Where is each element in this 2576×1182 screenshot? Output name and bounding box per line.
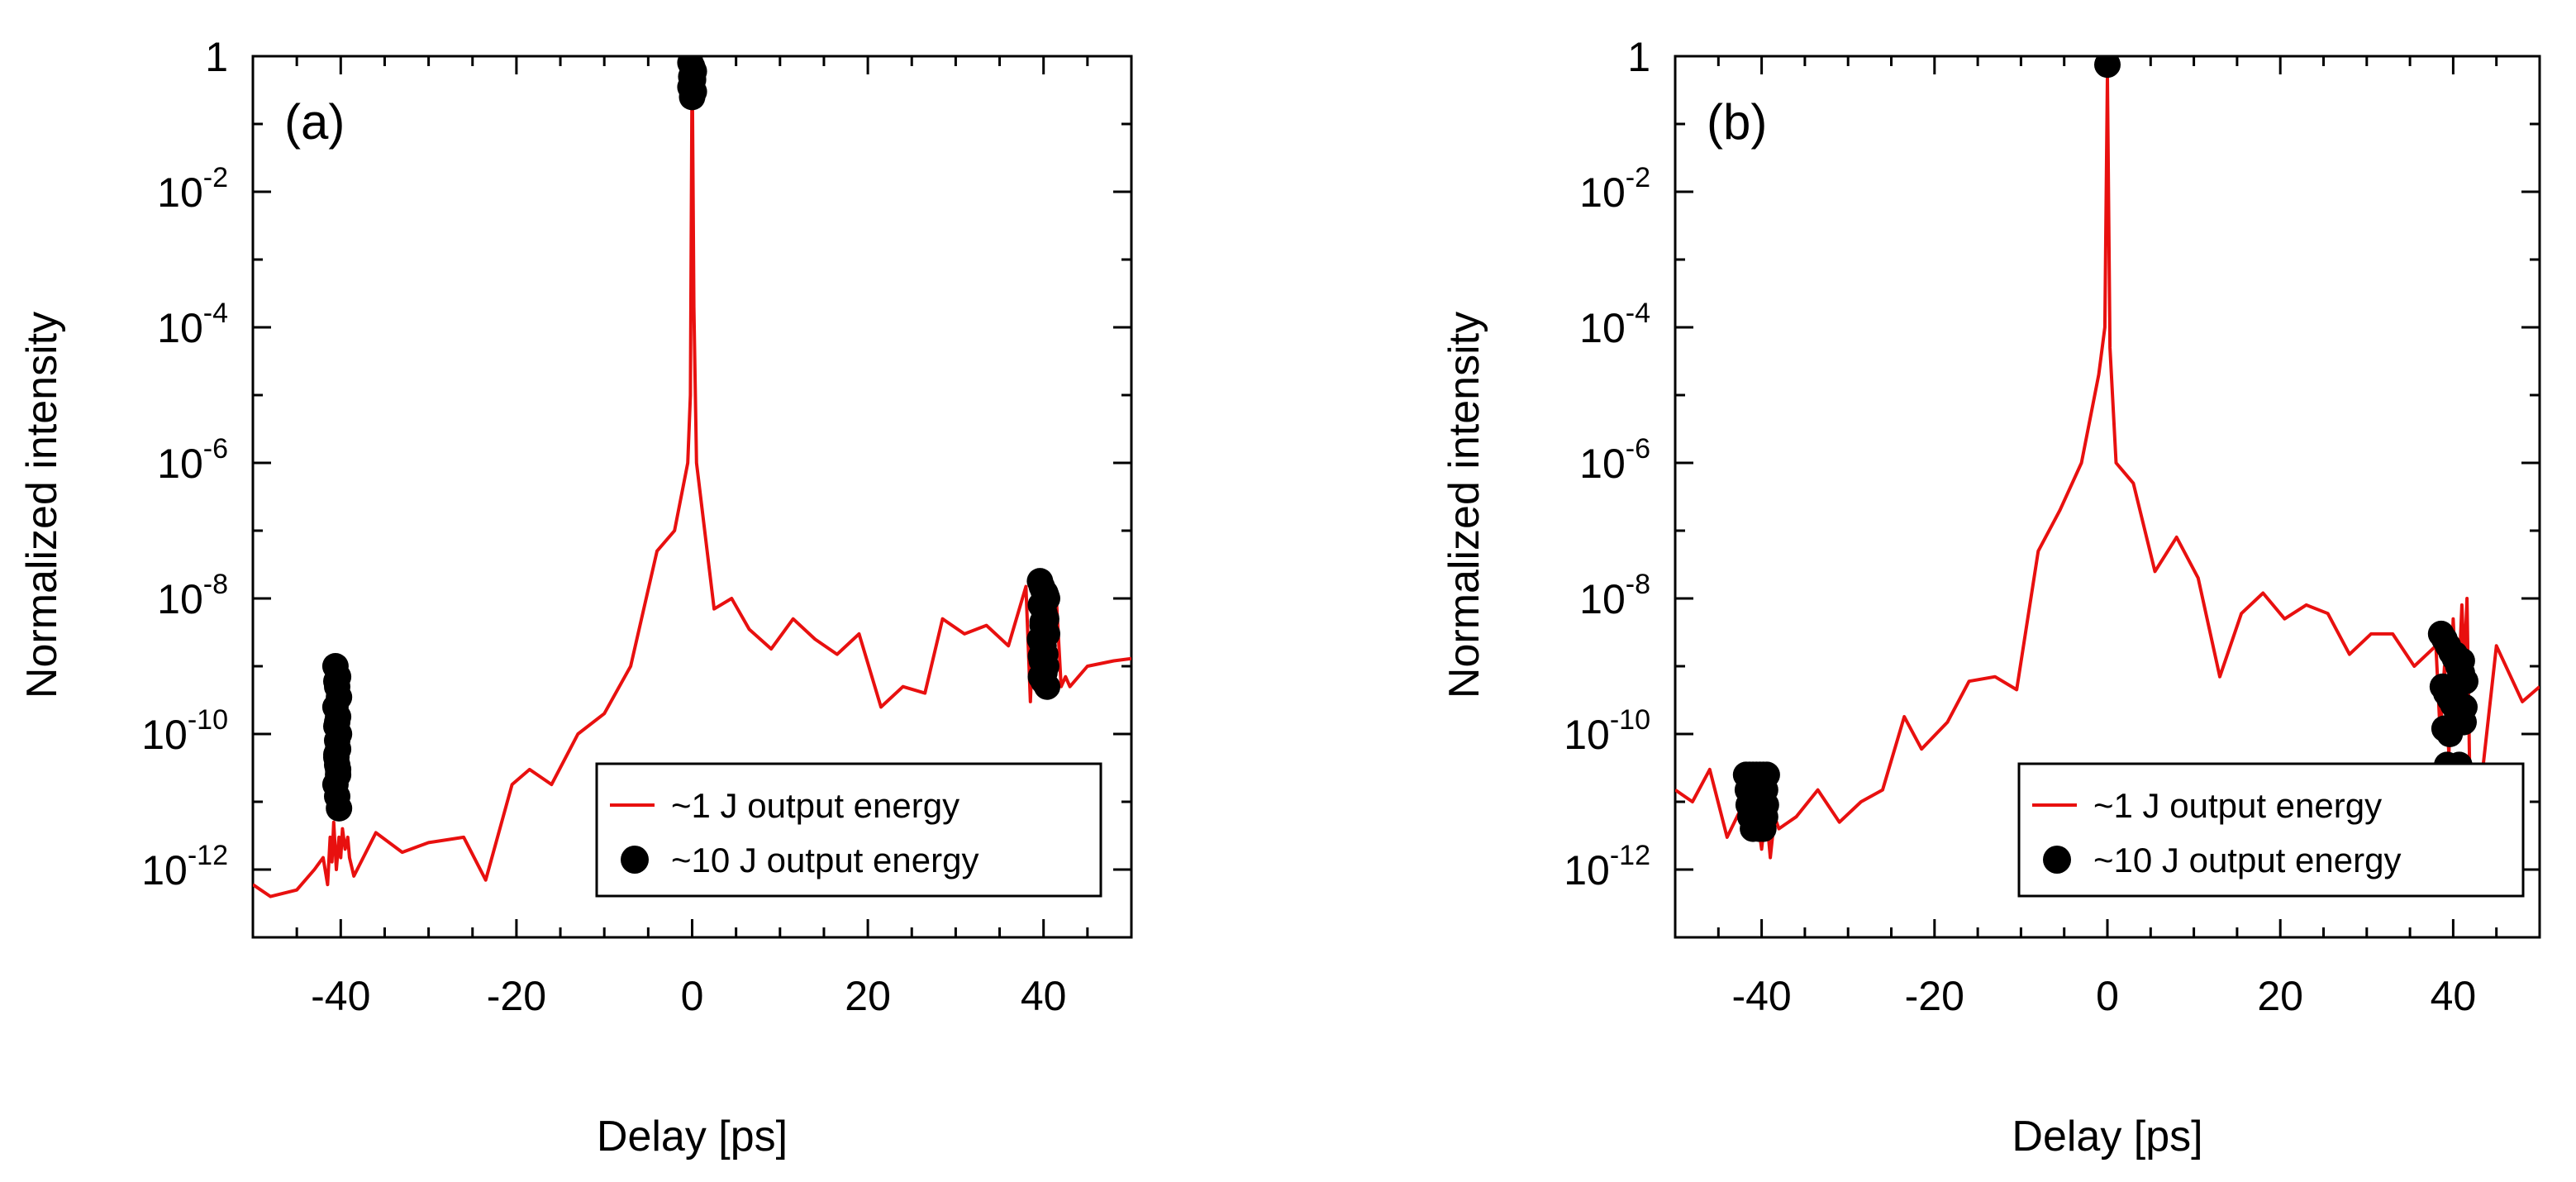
y-axis-title: Normalized intensity xyxy=(1440,312,1488,698)
y-tick-label: 1 xyxy=(205,34,228,80)
x-tick-label: 40 xyxy=(1021,973,1067,1019)
x-tick-label: 0 xyxy=(2096,973,2119,1019)
data-point xyxy=(2448,647,2475,674)
data-point xyxy=(326,794,353,822)
y-tick-label: 10-2 xyxy=(157,162,228,216)
y-tick-label: 10-8 xyxy=(1579,569,1650,622)
x-tick-label: -20 xyxy=(1905,973,1964,1019)
data-point xyxy=(1027,643,1055,670)
legend: ~1 J output energy ~10 J output energy xyxy=(595,762,1102,898)
legend-swatch-marker xyxy=(2043,846,2071,874)
y-axis-title: Normalized intensity xyxy=(18,312,66,698)
y-tick-label: 10-10 xyxy=(1564,704,1650,758)
x-axis-title: Delay [ps] xyxy=(597,1113,788,1161)
data-point xyxy=(323,668,350,695)
x-tick-label: 0 xyxy=(681,973,704,1019)
x-tick-label: 40 xyxy=(2431,973,2477,1019)
series-line-0 xyxy=(1675,74,2540,860)
x-tick-label: 20 xyxy=(845,973,891,1019)
data-point xyxy=(325,755,352,783)
y-tick-label: 10-8 xyxy=(157,569,228,622)
data-point xyxy=(324,708,350,736)
legend-label: ~10 J output energy xyxy=(2093,841,2401,879)
legend-label: ~10 J output energy xyxy=(671,841,978,879)
plot-area xyxy=(253,56,1131,898)
data-point xyxy=(679,83,706,111)
y-tick-label: 10-12 xyxy=(141,840,228,894)
chart-panel-a: -40 -20 0 20 40 1 10-2 10-4 10-6 10-8 10-10 10-12 De… xyxy=(18,34,1133,1161)
x-tick-label: -20 xyxy=(487,973,546,1019)
y-tick-label: 10-2 xyxy=(1579,162,1650,216)
legend-swatch-marker xyxy=(621,846,649,874)
chart-panel-b: -40 -20 0 20 40 1 10-2 10-4 10-6 10-8 10-10 10-12 De… xyxy=(1440,34,2541,1161)
x-tick-label: -40 xyxy=(1731,973,1791,1019)
y-tick-label: 1 xyxy=(1627,34,1650,80)
data-point xyxy=(2451,693,2478,721)
panel-label: (b) xyxy=(1707,94,1767,150)
x-axis-title: Delay [ps] xyxy=(2012,1113,2202,1161)
y-tick-label: 10-4 xyxy=(157,298,228,351)
data-point xyxy=(2094,56,2121,79)
y-tick-label: 10-10 xyxy=(141,704,228,758)
y-tick-label: 10-6 xyxy=(157,433,228,487)
legend-label: ~1 J output energy xyxy=(671,786,959,825)
data-point xyxy=(1030,595,1057,622)
plot-area xyxy=(1675,56,2540,860)
x-tick-label: 20 xyxy=(2257,973,2303,1019)
data-point xyxy=(2442,673,2469,700)
legend-label: ~1 J output energy xyxy=(2093,786,2382,825)
y-tick-label: 10-12 xyxy=(1564,840,1650,894)
y-tick-label: 10-4 xyxy=(1579,298,1650,351)
data-point xyxy=(1750,815,1777,842)
legend-box xyxy=(595,762,1102,898)
x-tick-label: -40 xyxy=(311,973,370,1019)
panel-label: (a) xyxy=(284,94,345,150)
data-point xyxy=(2436,721,2464,747)
y-tick-label: 10-6 xyxy=(1579,433,1650,487)
legend-box xyxy=(2017,762,2525,898)
legend: ~1 J output energy ~10 J output energy xyxy=(2017,762,2525,898)
